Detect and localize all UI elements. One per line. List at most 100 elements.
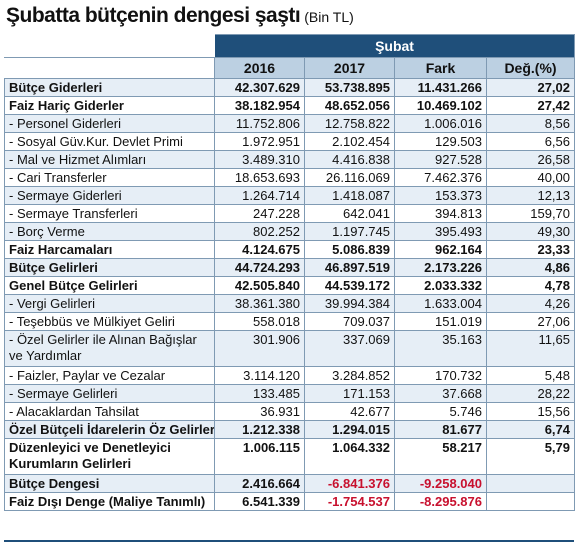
row-label: - Özel Gelirler ile Alınan Bağışlar ve Y…: [4, 330, 215, 367]
cell-degisim: 4,86: [485, 258, 576, 277]
row-label: - Faizler, Paylar ve Cezalar: [4, 366, 215, 385]
cell-degisim: 4,26: [485, 294, 576, 313]
cell-2017: 46.897.519: [304, 258, 395, 277]
cell-2017: 39.994.384: [304, 294, 395, 313]
cell-fark: -9.258.040: [394, 474, 487, 493]
table-row: Düzenleyici ve Denetleyici Kurumların Ge…: [4, 438, 576, 475]
cell-degisim: [485, 492, 576, 511]
cell-degisim: 6,56: [485, 132, 576, 151]
cell-fark: 395.493: [394, 222, 487, 241]
cell-2017: 26.116.069: [304, 168, 395, 187]
cell-2016: 42.307.629: [214, 78, 305, 97]
cell-2016: 38.182.954: [214, 96, 305, 115]
cell-degisim: 6,74: [485, 420, 576, 439]
cell-2016: 11.752.806: [214, 114, 305, 133]
bottom-rule: [4, 540, 574, 542]
column-header-blank: [4, 57, 215, 79]
row-label: Özel Bütçeli İdarelerin Öz Gelirleri: [4, 420, 215, 439]
table-row: - Teşebbüs ve Mülkiyet Geliri 558.018 709.…: [4, 312, 576, 331]
cell-fark: 962.164: [394, 240, 487, 259]
cell-degisim: 49,30: [485, 222, 576, 241]
cell-degisim: 23,33: [485, 240, 576, 259]
column-header-row: 2016 2017 Fark Değ.(%): [4, 57, 576, 79]
row-label: - Sermaye Transferleri: [4, 204, 215, 223]
cell-2016: 1.264.714: [214, 186, 305, 205]
cell-fark: 170.732: [394, 366, 487, 385]
table-row: - Personel Giderleri 11.752.806 12.758.822…: [4, 114, 576, 133]
column-header-fark: Fark: [394, 57, 487, 79]
row-label: - Sermaye Gelirleri: [4, 384, 215, 403]
super-header-row: Şubat: [4, 34, 576, 58]
table-row: - Sosyal Güv.Kur. Devlet Primi 1.972.951 2…: [4, 132, 576, 151]
cell-fark: 2.173.226: [394, 258, 487, 277]
cell-2017: 642.041: [304, 204, 395, 223]
table-row: Faiz Harcamaları 4.124.675 5.086.839 962.16…: [4, 240, 576, 259]
row-label: Bütçe Gelirleri: [4, 258, 215, 277]
table-row: - Cari Transferler 18.653.693 26.116.069 7.…: [4, 168, 576, 187]
budget-table-container: Şubat 2016 2017 Fark Değ.(%) Bütçe Gider…: [4, 34, 576, 511]
cell-fark: 151.019: [394, 312, 487, 331]
cell-2017: 1.197.745: [304, 222, 395, 241]
table-row: - Sermaye Giderleri 1.264.714 1.418.087 153…: [4, 186, 576, 205]
cell-2017: 44.539.172: [304, 276, 395, 295]
cell-degisim: 12,13: [485, 186, 576, 205]
cell-degisim: 4,78: [485, 276, 576, 295]
cell-2017: 42.677: [304, 402, 395, 421]
table-body: Bütçe Giderleri 42.307.629 53.738.895 11.43…: [4, 78, 576, 511]
cell-2016: 1.212.338: [214, 420, 305, 439]
cell-2017: -1.754.537: [304, 492, 395, 511]
table-row: Bütçe Gelirleri 44.724.293 46.897.519 2.173…: [4, 258, 576, 277]
cell-2016: 2.416.664: [214, 474, 305, 493]
row-label: - Teşebbüs ve Mülkiyet Geliri: [4, 312, 215, 331]
cell-fark: 394.813: [394, 204, 487, 223]
cell-degisim: 40,00: [485, 168, 576, 187]
cell-fark: 11.431.266: [394, 78, 487, 97]
cell-fark: 81.677: [394, 420, 487, 439]
table-row: Genel Bütçe Gelirleri 42.505.840 44.539.17…: [4, 276, 576, 295]
cell-2016: 6.541.339: [214, 492, 305, 511]
cell-2017: 709.037: [304, 312, 395, 331]
cell-fark: 37.668: [394, 384, 487, 403]
cell-degisim: [485, 474, 576, 493]
title-text: Şubatta bütçenin dengesi şaştı: [6, 4, 301, 27]
table-row: - Vergi Gelirleri 38.361.380 39.994.384 1.6…: [4, 294, 576, 313]
table-row: - Borç Verme 802.252 1.197.745 395.493 49,30: [4, 222, 576, 241]
row-label: Faiz Hariç Giderler: [4, 96, 215, 115]
cell-degisim: 5,48: [485, 366, 576, 385]
row-label: Genel Bütçe Gelirleri: [4, 276, 215, 295]
cell-2017: -6.841.376: [304, 474, 395, 493]
table-row: Bütçe Dengesi 2.416.664 -6.841.376 -9.258.0…: [4, 474, 576, 493]
cell-2017: 12.758.822: [304, 114, 395, 133]
cell-2016: 4.124.675: [214, 240, 305, 259]
cell-2016: 44.724.293: [214, 258, 305, 277]
table-row: - Mal ve Hizmet Alımları 3.489.310 4.416.8…: [4, 150, 576, 169]
row-label: - Personel Giderleri: [4, 114, 215, 133]
cell-2017: 3.284.852: [304, 366, 395, 385]
cell-2016: 18.653.693: [214, 168, 305, 187]
cell-2016: 133.485: [214, 384, 305, 403]
row-label: Bütçe Dengesi: [4, 474, 215, 493]
table-row: Özel Bütçeli İdarelerin Öz Gelirleri 1.21…: [4, 420, 576, 439]
cell-fark: 5.746: [394, 402, 487, 421]
cell-degisim: 159,70: [485, 204, 576, 223]
table-row: Bütçe Giderleri 42.307.629 53.738.895 11.43…: [4, 78, 576, 97]
cell-fark: 1.633.004: [394, 294, 487, 313]
cell-fark: 10.469.102: [394, 96, 487, 115]
cell-2017: 1.064.332: [304, 438, 395, 475]
row-label: - Alacaklardan Tahsilat: [4, 402, 215, 421]
table-row: - Faizler, Paylar ve Cezalar 3.114.120 3.2…: [4, 366, 576, 385]
cell-2017: 48.652.056: [304, 96, 395, 115]
row-label: Faiz Harcamaları: [4, 240, 215, 259]
cell-2016: 558.018: [214, 312, 305, 331]
table-row: Faiz Hariç Giderler 38.182.954 48.652.056 1…: [4, 96, 576, 115]
cell-degisim: 27,06: [485, 312, 576, 331]
cell-2016: 802.252: [214, 222, 305, 241]
super-header-blank: [4, 34, 215, 58]
cell-fark: 153.373: [394, 186, 487, 205]
super-header-month: Şubat: [213, 34, 576, 58]
cell-degisim: 27,02: [485, 78, 576, 97]
table-row: - Alacaklardan Tahsilat 36.931 42.677 5.746…: [4, 402, 576, 421]
cell-2016: 38.361.380: [214, 294, 305, 313]
row-label: Bütçe Giderleri: [4, 78, 215, 97]
table-row: - Sermaye Gelirleri 133.485 171.153 37.668 2…: [4, 384, 576, 403]
